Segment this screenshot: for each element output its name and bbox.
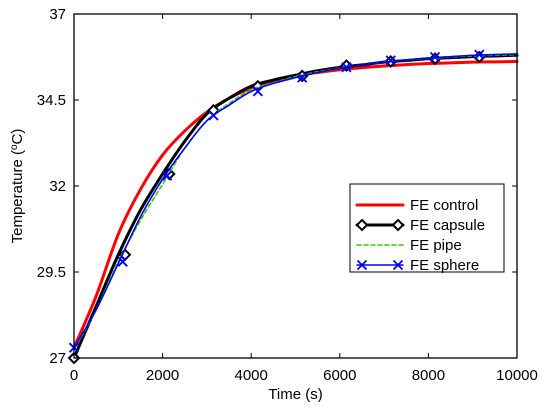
data-point-marker (208, 110, 219, 121)
x-tick-label: 10000 (496, 367, 538, 384)
data-point-marker (355, 218, 369, 232)
x-tick-label: 4000 (235, 367, 268, 384)
x-tick-label: 0 (70, 367, 78, 384)
data-point-marker (297, 72, 308, 83)
data-point-marker (117, 256, 128, 267)
y-axis-label-superscript: o (9, 144, 20, 150)
legend-entry: FE pipe (356, 237, 462, 254)
legend-label: FE pipe (410, 237, 462, 254)
x-axis-label: Time (s) (268, 386, 322, 403)
y-tick-label: 37 (49, 6, 66, 23)
y-axis-label-main: Temperature ( (9, 150, 26, 243)
y-tick-label: 29.5 (37, 264, 66, 281)
x-tick-label: 6000 (323, 367, 356, 384)
data-point-marker (474, 49, 485, 60)
data-point-marker (429, 51, 441, 63)
legend-label: FE sphere (410, 257, 479, 274)
data-point-marker (391, 218, 405, 232)
y-axis-label: Temperature (oC) (9, 129, 26, 244)
data-point-marker (385, 55, 396, 66)
x-tick-label: 2000 (146, 367, 179, 384)
data-point-marker (161, 170, 173, 181)
data-point-marker (356, 259, 368, 271)
y-tick-label: 32 (49, 178, 66, 195)
x-tick-label: 8000 (412, 367, 445, 384)
y-axis-label-tail: C) (9, 129, 26, 145)
ticks-layer: 0 2000 4000 6000 8000 10000 27 29.5 32 34.5 37 (37, 6, 538, 384)
legend-box (349, 183, 505, 273)
data-point-marker (341, 62, 352, 73)
y-tick-label: 27 (49, 350, 66, 367)
legend-entry: FE capsule (355, 217, 485, 234)
series-line (73, 53, 518, 349)
series-line (72, 53, 519, 360)
legend-label: FE control (410, 197, 478, 214)
legend-label: FE capsule (410, 217, 485, 234)
data-point-marker (392, 259, 404, 271)
legend-entry: FE sphere (356, 257, 479, 274)
y-tick-label: 34.5 (37, 92, 66, 109)
legend-entry: FE control (355, 197, 478, 214)
legend: FE control FE capsule FE pipe FE sphere (349, 183, 505, 274)
series-fe-sphere (68, 49, 518, 353)
data-point-marker (252, 86, 263, 97)
